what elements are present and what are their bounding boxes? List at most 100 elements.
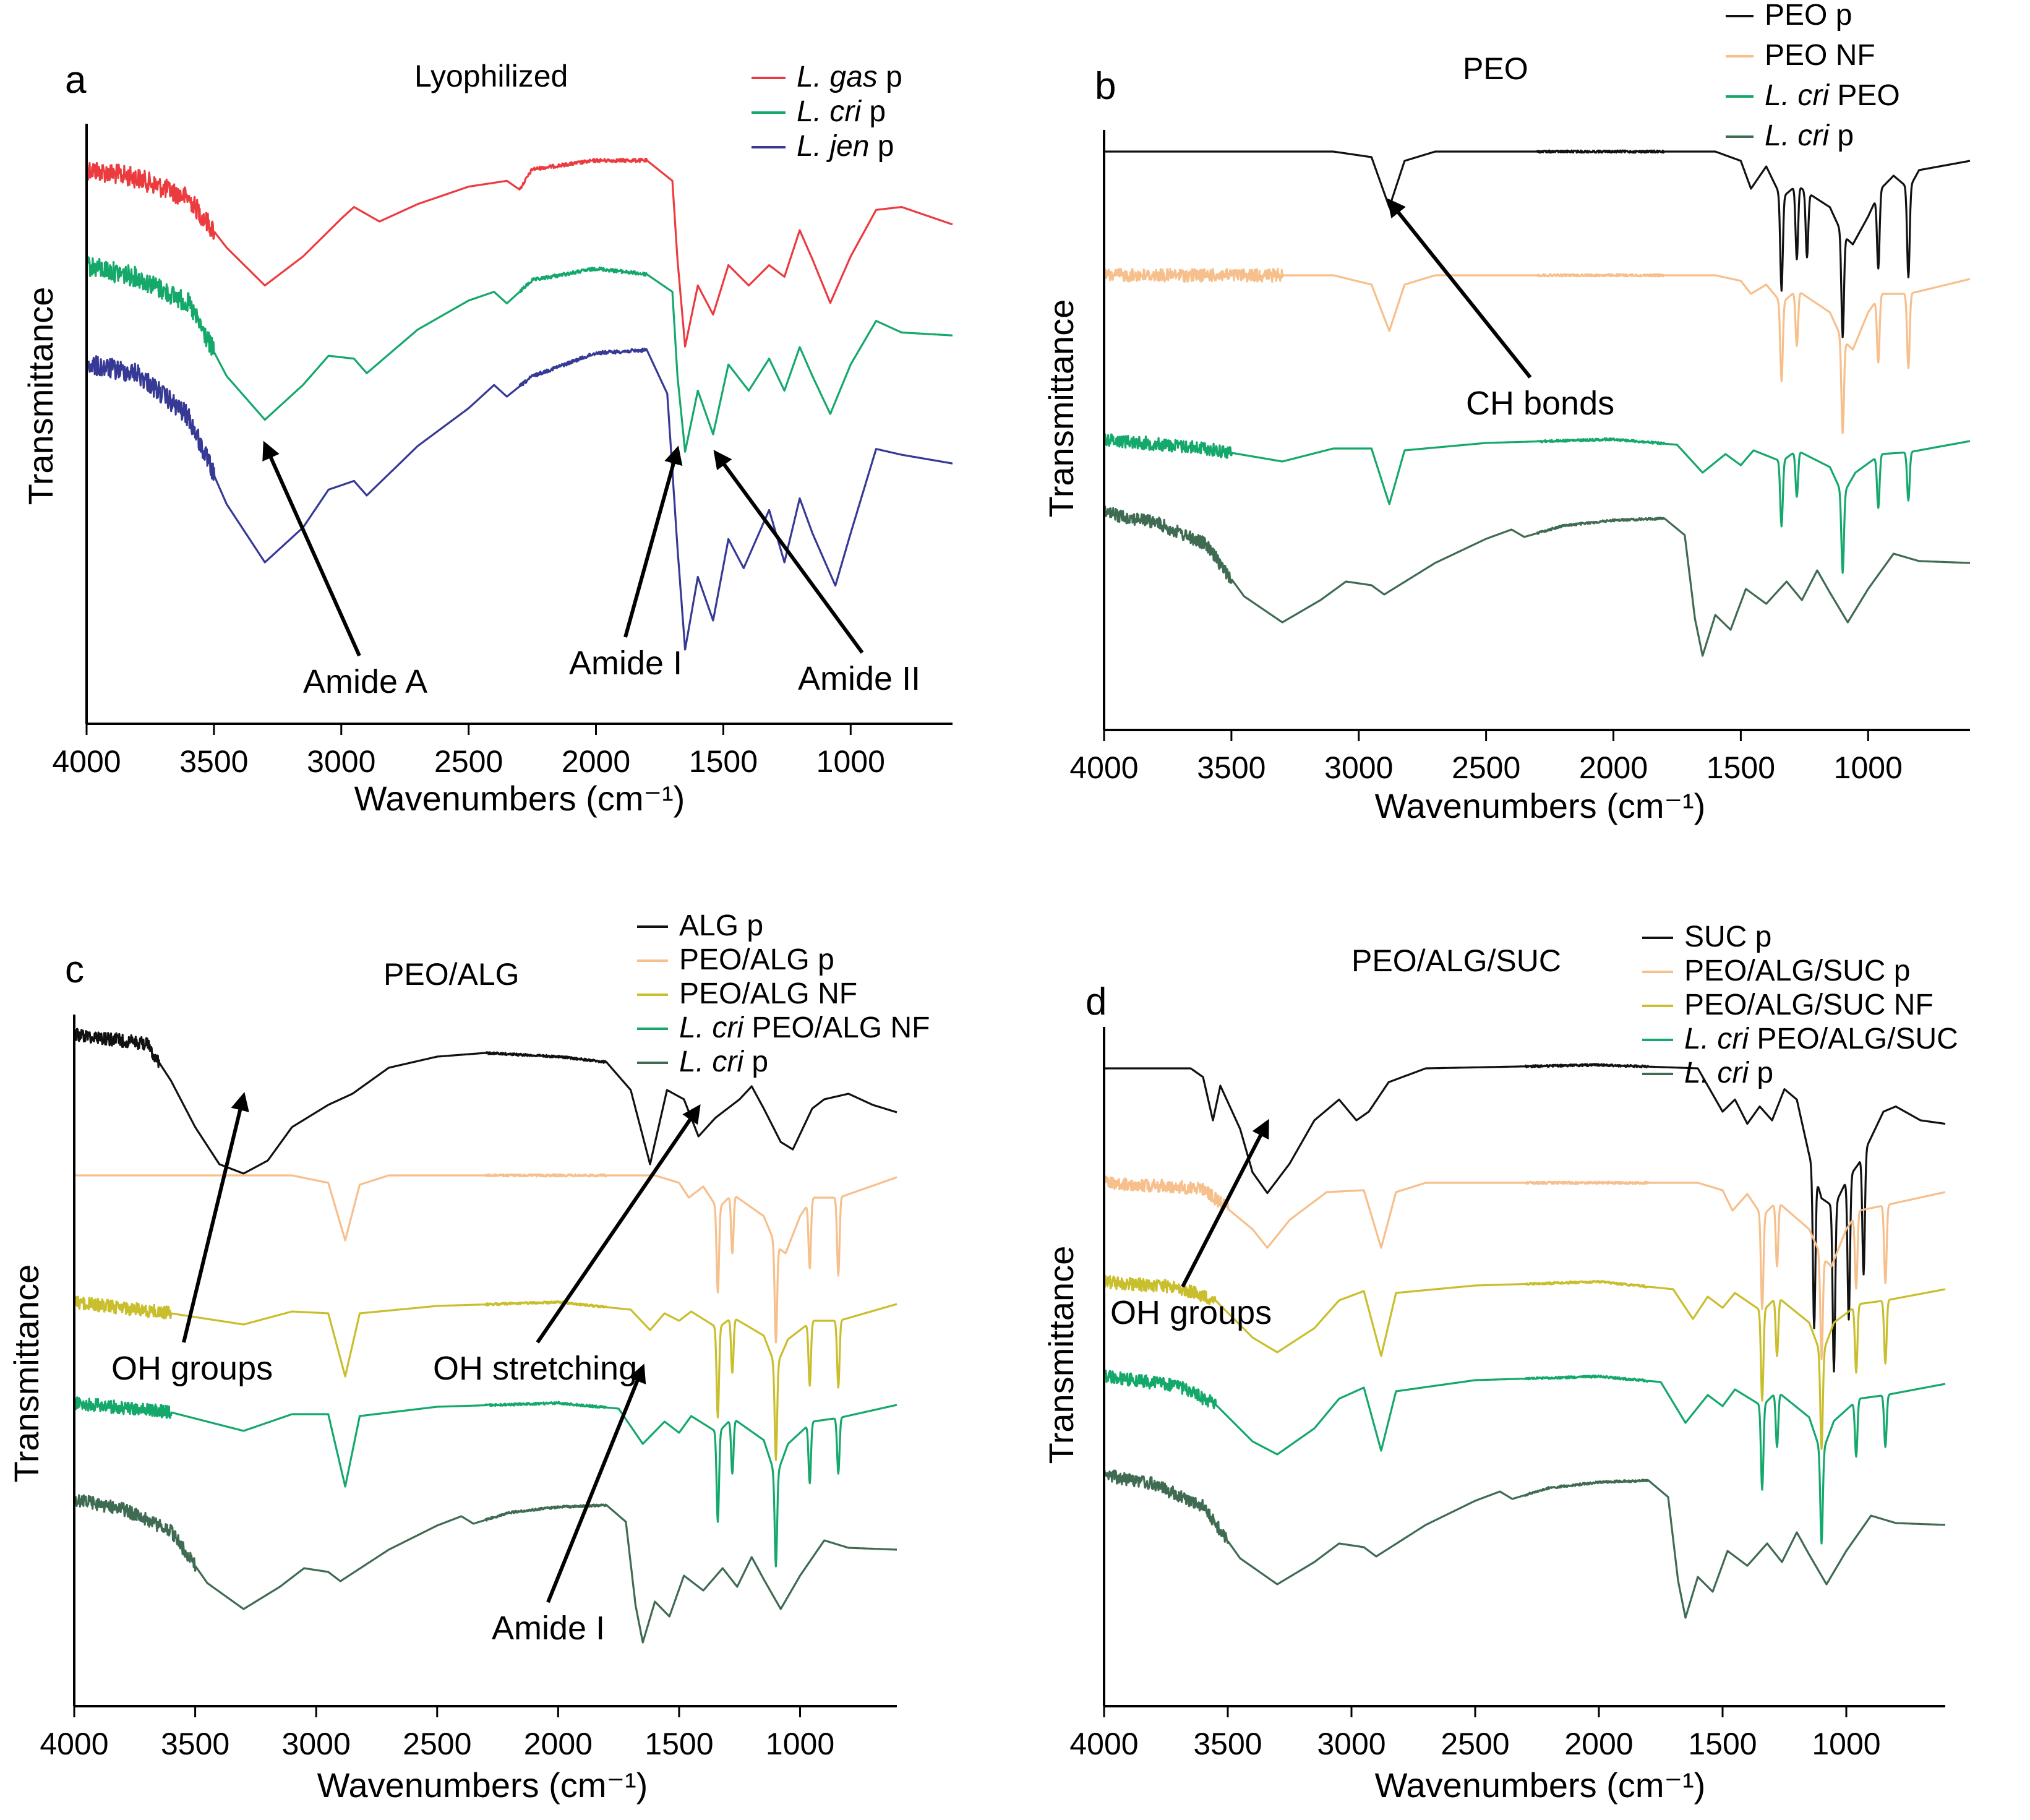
annotation-label: OH groups (111, 1350, 273, 1387)
series-line (1103, 149, 1971, 338)
x-ticks-c: 4000 3500 3000 2500 2000 1500 1000 (40, 1706, 834, 1761)
panel-b: CH bonds 4000 3500 3000 2500 2000 1500 1000 b … (1042, 0, 1971, 825)
legend-entry: L. cri p (797, 95, 886, 128)
legend-entry: PEO/ALG p (679, 943, 834, 976)
legend-entry-suffix: PEO (1829, 79, 1900, 112)
legend-entry: ALG p (679, 909, 763, 942)
x-tick-label: 1000 (1834, 750, 1903, 785)
legend-entry: L. cri PEO (1765, 79, 1900, 112)
annotation-label: OH stretching (433, 1350, 637, 1387)
chart-title-a: Lyophilized (414, 59, 568, 93)
legend-entry: L. cri PEO/ALG/SUC (1684, 1023, 1958, 1055)
series-line (1103, 267, 1971, 434)
legend-entry-italic: L. cri (679, 1011, 744, 1044)
legend-entry-italic: L. cri (1765, 79, 1830, 112)
legend-entry: PEO NF (1765, 39, 1875, 72)
legend-entry-italic: L. gas (797, 61, 878, 93)
series-line (85, 347, 953, 651)
legend-entry: L. cri PEO/ALG NF (679, 1011, 930, 1044)
annotation-label: Amide II (798, 660, 920, 697)
annotation-arrow (1181, 1118, 1269, 1288)
annotation-label: Amide I (569, 645, 682, 682)
x-tick-label: 3000 (282, 1727, 351, 1761)
y-axis-label-d: Transmittance (1042, 1246, 1081, 1464)
legend-entry-suffix: p (743, 1045, 768, 1078)
legend-entry-italic: L. jen (797, 130, 869, 163)
legend-entry: L. cri p (1684, 1057, 1773, 1089)
legend-entry-suffix: p (869, 130, 894, 163)
x-ticks-d: 4000 3500 3000 2500 2000 1500 1000 (1069, 1706, 1881, 1761)
legend-entry-italic: L. cri (1684, 1057, 1749, 1089)
annotation-label: Amide A (303, 663, 427, 700)
legend-entry-suffix: PEO/ALG/SUC (1749, 1023, 1958, 1055)
x-tick-label: 2500 (1452, 750, 1520, 785)
legend-entry-italic: L. cri (1684, 1023, 1749, 1055)
x-tick-label: 2000 (524, 1727, 593, 1761)
annotation-label: OH groups (1110, 1294, 1272, 1331)
x-tick-label: 2000 (1579, 750, 1648, 785)
x-ticks-a: 4000 3500 3000 2500 2000 1500 1000 (52, 724, 885, 779)
x-tick-label: 1000 (1812, 1727, 1880, 1761)
annotation-arrow (182, 1092, 249, 1343)
legend-entry: PEO/ALG/SUC NF (1684, 989, 1934, 1021)
annotations-d: OH groups (1110, 1118, 1272, 1331)
legend-entry: L. cri p (1765, 119, 1854, 152)
series-line (74, 1173, 897, 1344)
x-tick-label: 3000 (1317, 1727, 1385, 1761)
series-line (73, 1396, 897, 1568)
x-axis-label-d: Wavenumbers (cm⁻¹) (1375, 1766, 1706, 1805)
y-axis-label-a: Transmittance (21, 287, 60, 505)
x-axis-label-b: Wavenumbers (cm⁻¹) (1375, 786, 1706, 825)
x-tick-label: 3000 (307, 744, 375, 779)
series-line (85, 255, 953, 453)
legend-entry-suffix: p (878, 61, 902, 93)
legend-entry: PEO/ALG NF (679, 977, 857, 1010)
legend-entry-italic: L. cri (679, 1045, 744, 1078)
series-line (1103, 1063, 1946, 1373)
y-axis-label-b: Transmittance (1042, 299, 1081, 518)
x-tick-label: 3500 (161, 1727, 229, 1761)
x-tick-label: 1000 (816, 744, 885, 779)
panel-c: OH groups OH stretching Amide I 4000 3500 30… (7, 909, 930, 1805)
series-line (1103, 1469, 1946, 1619)
annotation-arrow (1387, 198, 1532, 379)
annotation-arrow (713, 450, 864, 654)
chart-title-c: PEO/ALG (383, 957, 520, 992)
legend-entry: PEO/ALG/SUC p (1684, 955, 1910, 987)
panel-letter-a: a (65, 59, 87, 101)
annotation-arrow (546, 1363, 646, 1603)
x-tick-label: 1000 (766, 1727, 834, 1761)
annotation-arrow (262, 440, 361, 657)
curves-a (85, 158, 953, 651)
x-tick-label: 2000 (562, 744, 630, 779)
series-line (73, 1028, 897, 1175)
x-tick-label: 3000 (1324, 750, 1393, 785)
panel-letter-c: c (65, 948, 84, 991)
x-tick-label: 4000 (40, 1727, 108, 1761)
x-tick-label: 3500 (179, 744, 248, 779)
annotation-label: CH bonds (1466, 385, 1614, 422)
panel-d: OH groups 4000 3500 3000 2500 2000 1500 1000 d… (1042, 921, 1958, 1805)
legend-entry: L. jen p (797, 130, 894, 163)
chart-title-d: PEO/ALG/SUC (1351, 943, 1561, 978)
panel-letter-d: d (1086, 981, 1107, 1023)
x-tick-label: 1500 (1688, 1727, 1757, 1761)
legend-a: L. gas pL. cri pL. jen p (752, 61, 902, 163)
x-ticks-b: 4000 3500 3000 2500 2000 1500 1000 (1069, 730, 1903, 785)
legend-entry: SUC p (1684, 921, 1771, 953)
x-tick-label: 2500 (403, 1727, 471, 1761)
curves-d (1103, 1063, 1946, 1619)
annotations-c: OH groups OH stretching Amide I (111, 1092, 701, 1647)
legend-entry-italic: L. cri (797, 95, 862, 128)
y-axis-label-c: Transmittance (7, 1264, 46, 1483)
annotations-a: Amide A Amide I Amide II (262, 440, 920, 700)
x-tick-label: 4000 (52, 744, 121, 779)
x-tick-label: 2500 (1441, 1727, 1509, 1761)
legend-entry: PEO p (1765, 0, 1852, 32)
legend-entry-italic: L. cri (1765, 119, 1830, 152)
series-line (73, 1295, 897, 1461)
x-tick-label: 1500 (645, 1727, 713, 1761)
series-line (1103, 433, 1971, 574)
